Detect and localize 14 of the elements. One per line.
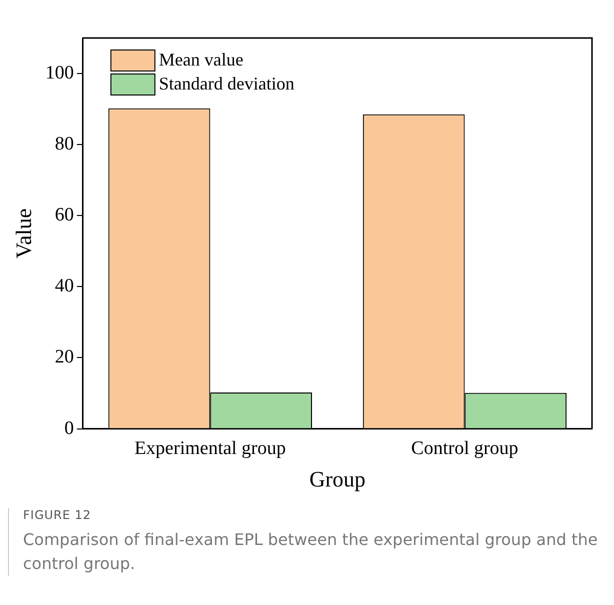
text: Comparison of final-exam EPL between the experimental group and the control group. <box>23 529 599 575</box>
y-tick-label: 0 <box>64 418 74 439</box>
x-tick-label: Control group <box>411 438 518 460</box>
legend-label: Standard deviation <box>158 74 294 94</box>
y-axis-title: Value <box>10 208 36 258</box>
legend-label: Mean value <box>158 50 244 70</box>
caption: FIGURE 12 <box>23 508 92 522</box>
x-axis-title: Group <box>309 466 366 492</box>
y-tick-label: 80 <box>54 134 74 155</box>
y-tick-label: 40 <box>54 276 74 297</box>
y-tick-label: 60 <box>54 204 74 226</box>
y-tick-label: 100 <box>45 62 74 84</box>
x-tick-label: Experimental group <box>134 438 286 460</box>
y-tick-label: 20 <box>54 346 74 368</box>
